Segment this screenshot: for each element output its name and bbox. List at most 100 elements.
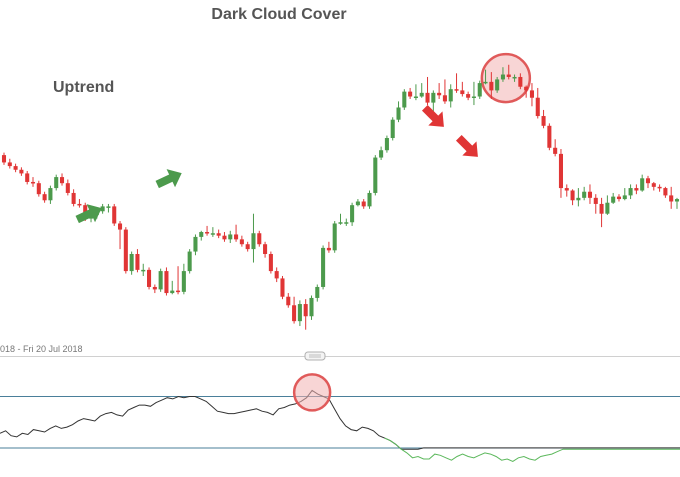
candle-body-up [332, 223, 337, 251]
candle [669, 186, 674, 209]
candle [640, 174, 645, 192]
candle-body-down [263, 244, 268, 254]
candle [199, 230, 204, 241]
candle [553, 139, 558, 157]
date-range-label: 018 - Fri 20 Jul 2018 [0, 344, 83, 354]
candle [564, 184, 569, 197]
candle-body-up [582, 191, 587, 198]
candle-body-up [210, 233, 215, 235]
candle [622, 188, 627, 201]
candle-body-down [123, 229, 128, 272]
candle-body-up [170, 290, 175, 294]
candle [541, 109, 546, 129]
candle [268, 251, 273, 274]
candle [13, 163, 18, 173]
candle [36, 180, 41, 197]
candle-body-down [535, 97, 540, 117]
candle-body-up [350, 205, 355, 223]
candle [245, 241, 250, 252]
candle-body-up [611, 196, 616, 203]
candle-body-up [193, 236, 198, 252]
candle [228, 230, 233, 244]
candle [529, 83, 534, 107]
candle-body-down [303, 304, 308, 317]
candle-body-down [518, 76, 523, 87]
candle-body-up [251, 233, 256, 250]
candle-body-down [118, 223, 123, 230]
candle [164, 267, 169, 296]
candle [512, 74, 517, 82]
candle-body-down [268, 253, 273, 272]
candle [367, 190, 372, 209]
candle-body-up [100, 206, 105, 212]
candle [280, 275, 285, 300]
candle [54, 174, 59, 191]
candle [582, 186, 587, 201]
candle-body-up [419, 92, 424, 97]
candle [222, 232, 227, 242]
candle-body-down [408, 91, 413, 97]
candle-body-down [460, 90, 465, 95]
candle-body-up [413, 96, 418, 99]
candle [500, 67, 505, 82]
candle [460, 81, 465, 97]
candle-body-up [402, 91, 407, 108]
candle-body-down [36, 183, 41, 195]
candle [141, 263, 146, 276]
candle-body-up [431, 92, 436, 103]
candle [674, 197, 680, 209]
candle [593, 194, 598, 214]
candle-body-up [141, 269, 146, 272]
candle-body-down [234, 234, 239, 240]
candle [495, 76, 500, 93]
candle [118, 221, 123, 250]
candle-body-down [77, 203, 82, 206]
candle [355, 199, 360, 207]
candle [274, 267, 279, 283]
candle [77, 199, 82, 208]
candle [663, 186, 668, 198]
candle [408, 87, 413, 99]
candle-body-down [42, 194, 47, 201]
candle [257, 230, 262, 247]
candle [576, 188, 581, 207]
candle-body-down [454, 89, 459, 91]
candle-body-down [669, 195, 674, 202]
candle-body-down [634, 188, 639, 191]
candle [338, 213, 343, 225]
candle-body-down [541, 116, 546, 126]
candle [234, 224, 239, 242]
candle-body-down [274, 271, 279, 279]
candle-body-up [477, 83, 482, 97]
candle-body-down [524, 86, 529, 91]
candle [628, 184, 633, 200]
candle [292, 296, 297, 324]
candle-body-down [112, 206, 117, 224]
candle-body-down [564, 188, 569, 191]
candle-body-up [483, 81, 488, 84]
oscillator-oversold-segment [384, 437, 680, 462]
candle-body-down [442, 95, 447, 102]
candle [651, 181, 656, 191]
candle-body-up [396, 107, 401, 120]
candle-body-down [466, 94, 471, 98]
candle [413, 84, 418, 101]
candle-body-up [495, 79, 500, 91]
candle [448, 84, 453, 108]
panel-resize-handle[interactable] [304, 351, 326, 361]
candle-body-up [379, 150, 384, 158]
candle-body-up [106, 206, 111, 208]
candle [106, 203, 111, 213]
candle [524, 85, 529, 98]
candle [147, 267, 152, 290]
candle-body-down [222, 235, 227, 240]
candle-body-down [13, 166, 18, 170]
candle [286, 293, 291, 308]
candle [42, 191, 47, 203]
candle [100, 203, 105, 214]
candle [187, 249, 192, 274]
oscillator-panel [0, 373, 680, 462]
candle-body-down [19, 169, 24, 174]
uptrend-arrow-icon [75, 204, 102, 224]
